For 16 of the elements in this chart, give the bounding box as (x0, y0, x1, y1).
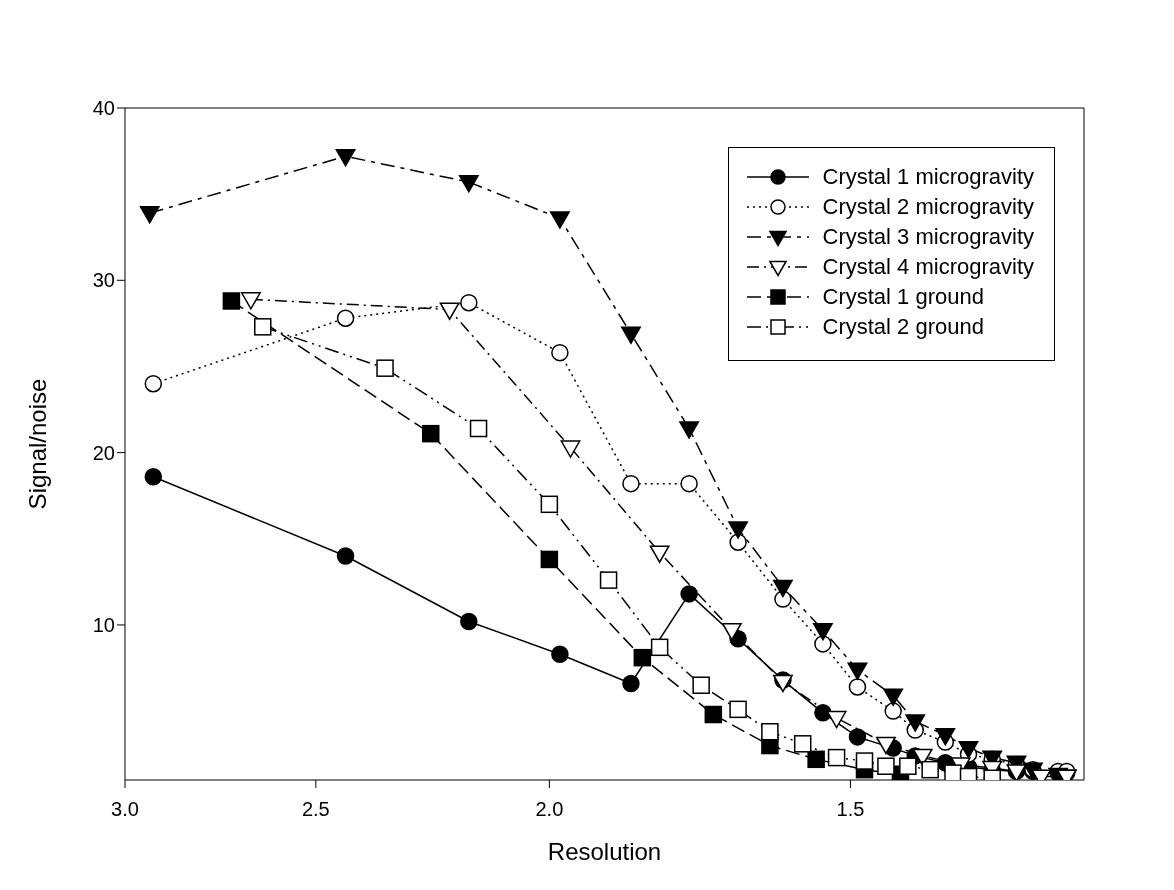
legend-label: Crystal 2 ground (822, 314, 984, 340)
y-tick-label: 10 (92, 614, 115, 637)
legend-label: Crystal 1 microgravity (822, 164, 1034, 190)
legend-label: Crystal 1 ground (822, 284, 984, 310)
x-tick-label: 3.0 (111, 798, 139, 821)
x-tick-label: 2.0 (535, 798, 564, 821)
y-tick-label: 30 (92, 269, 115, 292)
x-axis-title: Resolution (547, 838, 662, 865)
legend-label: Crystal 2 microgravity (822, 194, 1034, 220)
legend-label: Crystal 3 microgravity (822, 224, 1034, 250)
x-tick-label: 2.5 (301, 798, 330, 821)
y-tick-label: 20 (92, 441, 115, 464)
x-tick-label: 1.5 (836, 798, 865, 821)
y-tick-label: 40 (92, 97, 115, 120)
legend-label: Crystal 4 microgravity (822, 254, 1034, 280)
y-axis-title: Signal/noise (23, 378, 51, 510)
